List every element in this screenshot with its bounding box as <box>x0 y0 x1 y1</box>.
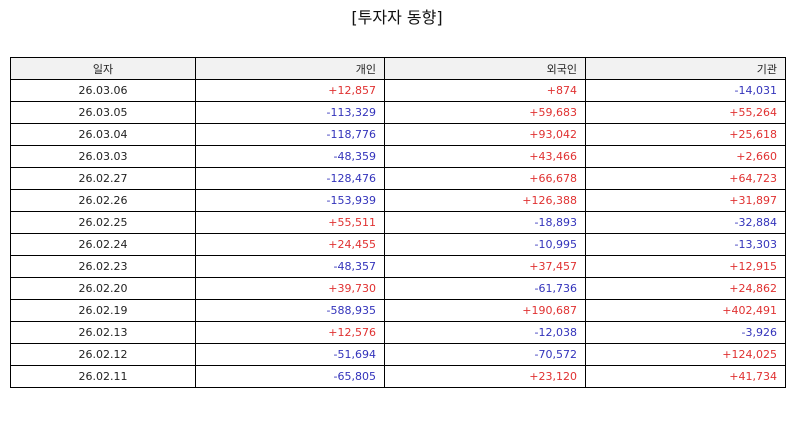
cell-institution: +55,264 <box>585 101 786 124</box>
cell-foreign: -12,038 <box>384 321 586 344</box>
cell-foreign: +66,678 <box>384 167 586 190</box>
table-row: 26.03.04 -118,776 +93,042 +25,618 <box>10 123 786 146</box>
cell-date: 26.02.25 <box>10 211 196 234</box>
cell-institution: -13,303 <box>585 233 786 256</box>
cell-date: 26.02.19 <box>10 299 196 322</box>
cell-individual: -51,694 <box>195 343 385 366</box>
table-row: 26.02.26 -153,939 +126,388 +31,897 <box>10 189 786 212</box>
cell-date: 26.03.03 <box>10 145 196 168</box>
cell-institution: +402,491 <box>585 299 786 322</box>
cell-institution: -14,031 <box>585 79 786 102</box>
cell-foreign: -70,572 <box>384 343 586 366</box>
page-title: [투자자 동향] <box>351 8 443 27</box>
table-row: 26.02.12 -51,694 -70,572 +124,025 <box>10 343 786 366</box>
table-row: 26.02.25 +55,511 -18,893 -32,884 <box>10 211 786 234</box>
cell-institution: +2,660 <box>585 145 786 168</box>
cell-individual: -588,935 <box>195 299 385 322</box>
cell-date: 26.03.04 <box>10 123 196 146</box>
cell-date: 26.02.12 <box>10 343 196 366</box>
table-row: 26.02.11 -65,805 +23,120 +41,734 <box>10 365 786 388</box>
cell-institution: +64,723 <box>585 167 786 190</box>
cell-institution: -32,884 <box>585 211 786 234</box>
cell-date: 26.02.13 <box>10 321 196 344</box>
cell-foreign: +23,120 <box>384 365 586 388</box>
cell-foreign: -10,995 <box>384 233 586 256</box>
cell-date: 26.02.24 <box>10 233 196 256</box>
cell-foreign: +59,683 <box>384 101 586 124</box>
cell-institution: +31,897 <box>585 189 786 212</box>
cell-foreign: +43,466 <box>384 145 586 168</box>
cell-individual: -118,776 <box>195 123 385 146</box>
cell-foreign: +190,687 <box>384 299 586 322</box>
header-foreign: 외국인 <box>384 57 586 80</box>
cell-foreign: +874 <box>384 79 586 102</box>
table-header-row: 일자 개인 외국인 기관 <box>10 57 786 80</box>
cell-individual: +24,455 <box>195 233 385 256</box>
cell-foreign: +37,457 <box>384 255 586 278</box>
cell-foreign: +126,388 <box>384 189 586 212</box>
cell-institution: +41,734 <box>585 365 786 388</box>
cell-individual: -48,357 <box>195 255 385 278</box>
cell-date: 26.02.26 <box>10 189 196 212</box>
table-body: 26.03.06 +12,857 +874 -14,031 26.03.05 -113,3… <box>10 79 786 388</box>
table-row: 26.02.27 -128,476 +66,678 +64,723 <box>10 167 786 190</box>
cell-institution: +12,915 <box>585 255 786 278</box>
cell-institution: +124,025 <box>585 343 786 366</box>
cell-institution: +24,862 <box>585 277 786 300</box>
table-row: 26.03.05 -113,329 +59,683 +55,264 <box>10 101 786 124</box>
cell-date: 26.02.23 <box>10 255 196 278</box>
cell-individual: -48,359 <box>195 145 385 168</box>
table-row: 26.02.23 -48,357 +37,457 +12,915 <box>10 255 786 278</box>
header-individual: 개인 <box>195 57 385 80</box>
cell-date: 26.03.06 <box>10 79 196 102</box>
header-institution: 기관 <box>585 57 786 80</box>
cell-individual: +39,730 <box>195 277 385 300</box>
cell-foreign: -18,893 <box>384 211 586 234</box>
cell-institution: +25,618 <box>585 123 786 146</box>
table-row: 26.03.06 +12,857 +874 -14,031 <box>10 79 786 102</box>
cell-date: 26.02.11 <box>10 365 196 388</box>
cell-individual: +12,576 <box>195 321 385 344</box>
cell-date: 26.02.20 <box>10 277 196 300</box>
cell-individual: +55,511 <box>195 211 385 234</box>
cell-individual: -128,476 <box>195 167 385 190</box>
cell-date: 26.03.05 <box>10 101 196 124</box>
cell-date: 26.02.27 <box>10 167 196 190</box>
cell-individual: -65,805 <box>195 365 385 388</box>
cell-individual: -113,329 <box>195 101 385 124</box>
table-row: 26.02.24 +24,455 -10,995 -13,303 <box>10 233 786 256</box>
table-row: 26.02.20 +39,730 -61,736 +24,862 <box>10 277 786 300</box>
table-row: 26.02.13 +12,576 -12,038 -3,926 <box>10 321 786 344</box>
cell-foreign: -61,736 <box>384 277 586 300</box>
table-row: 26.02.19 -588,935 +190,687 +402,491 <box>10 299 786 322</box>
table-row: 26.03.03 -48,359 +43,466 +2,660 <box>10 145 786 168</box>
cell-foreign: +93,042 <box>384 123 586 146</box>
cell-institution: -3,926 <box>585 321 786 344</box>
cell-individual: +12,857 <box>195 79 385 102</box>
investor-trend-table: 일자 개인 외국인 기관 26.03.06 +12,857 +874 -14,031 2… <box>10 57 786 388</box>
header-date: 일자 <box>10 57 196 80</box>
cell-individual: -153,939 <box>195 189 385 212</box>
